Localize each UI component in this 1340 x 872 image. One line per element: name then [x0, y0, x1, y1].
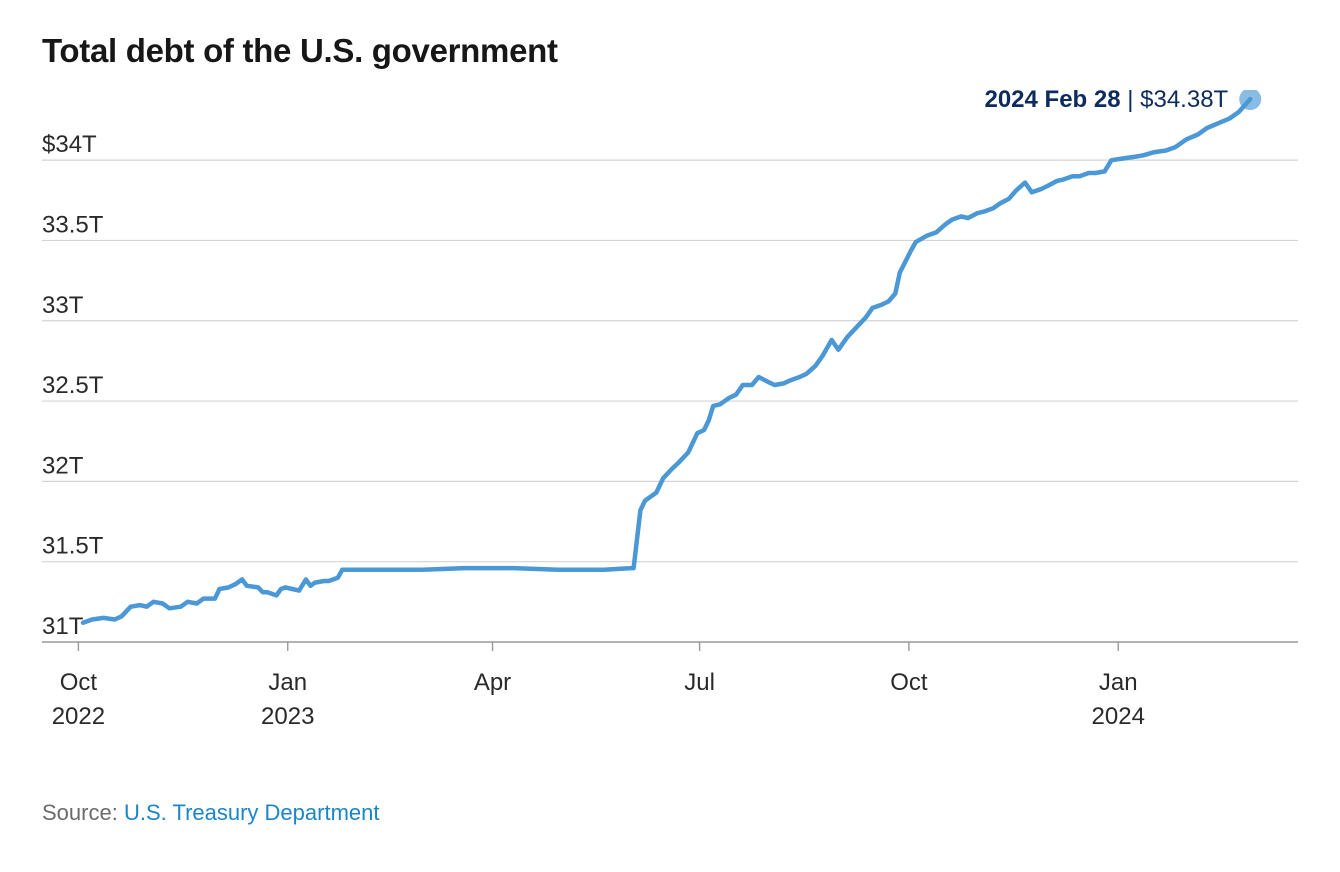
x-tick-label: Apr [474, 669, 511, 696]
y-tick-label: 31.5T [42, 533, 104, 560]
x-tick-label: Jan [1099, 669, 1138, 696]
y-axis-tick-labels: 31T 31.5T 32T 32.5T 33T 33.5T $34T [42, 131, 104, 640]
latest-value-annotation: 2024 Feb 28 | $34.38T [984, 90, 1262, 113]
series-group [80, 96, 1253, 625]
chart-title: Total debt of the U.S. government [42, 32, 558, 69]
x-tick-year-label: 2023 [261, 703, 314, 730]
x-tick-label: Jul [684, 669, 715, 696]
debt-series-line [80, 96, 1253, 625]
y-tick-label: 32T [42, 452, 84, 479]
gridlines [42, 159, 1298, 643]
x-tick-label: Oct [890, 669, 928, 696]
y-tick-label: 32.5T [42, 372, 104, 399]
x-axis: Oct 2022 Jan 2023 Apr Jul Oct Jan 2024 [52, 642, 1145, 730]
x-tick-label: Oct [60, 669, 98, 696]
annotation-date: 2024 Feb 28 [984, 90, 1120, 113]
y-tick-label: 33.5T [42, 211, 104, 238]
latest-point-marker [1239, 90, 1262, 111]
source-link[interactable]: U.S. Treasury Department [123, 800, 380, 825]
y-tick-label: 31T [42, 613, 84, 640]
annotation-label: 2024 Feb 28 | $34.38T [984, 90, 1228, 113]
x-tick-year-label: 2024 [1092, 703, 1145, 730]
source-note: Source: U.S. Treasury Department [42, 800, 380, 826]
annotation-value: | $34.38T [1121, 90, 1229, 113]
y-tick-label: $34T [42, 131, 97, 158]
y-tick-label: 33T [42, 292, 84, 319]
line-chart: 31T 31.5T 32T 32.5T 33T 33.5T $34T Oct 2022 Jan 2… [42, 90, 1298, 730]
source-prefix: Source: [42, 800, 118, 825]
x-tick-label: Jan [268, 669, 307, 696]
x-tick-year-label: 2022 [52, 703, 105, 730]
